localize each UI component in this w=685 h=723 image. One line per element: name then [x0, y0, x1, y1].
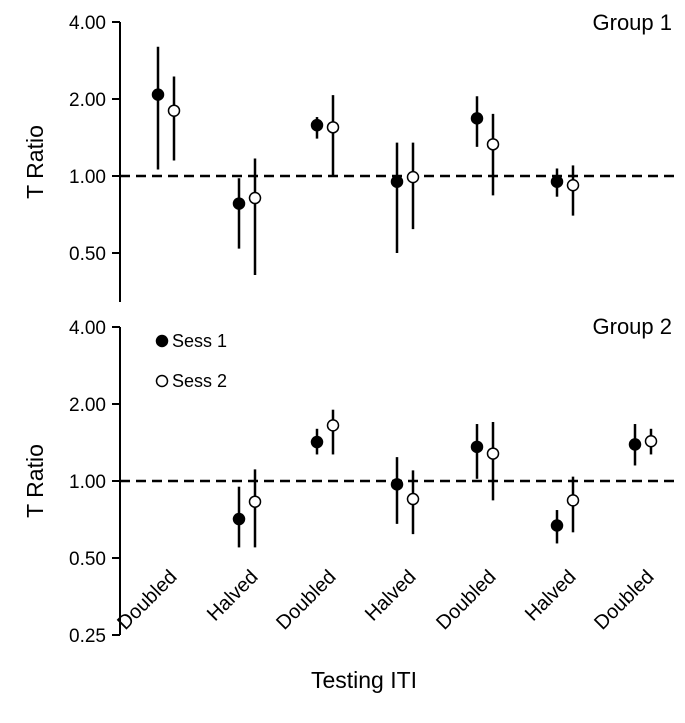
legend-sess-1-label: Sess 1 [172, 331, 227, 351]
panel-1-title: Group 1 [593, 10, 673, 35]
panel-1-sess-2-point [406, 170, 420, 184]
x-category-label: Doubled [113, 566, 181, 634]
panel-2-sess-2-point [406, 492, 420, 506]
panel-2-sess-1-point [310, 435, 324, 449]
x-category-label: Doubled [272, 566, 340, 634]
panel-1-tick-label: 4.00 [69, 13, 106, 34]
panel-1-sess-2-point [326, 121, 340, 134]
panel-1-y-ticks: 4.00 2.00 1.00 0.50 [69, 13, 120, 265]
panel-2-tick-label: 1.00 [69, 472, 106, 493]
panel-2-sess-2-point [248, 495, 262, 508]
panel-1-sess-2-point [248, 191, 262, 205]
panel-2-tick-label: 0.50 [69, 549, 106, 570]
panel-2-data-marks [232, 409, 658, 548]
panel-1-sess-1-point [470, 112, 484, 125]
x-category-label: Doubled [432, 566, 500, 634]
panel-1-sess-2-point [486, 138, 500, 151]
panel-1-sess-1-point [390, 175, 404, 188]
x-category-label: Halved [521, 566, 581, 626]
panel-group-2: 4.00 2.00 1.00 0.50 0.25 T Ratio Group 2 Ses… [22, 314, 675, 647]
panel-group-1: 4.00 2.00 1.00 0.50 T Ratio Group 1 [22, 10, 675, 302]
x-category-label: Halved [361, 566, 421, 626]
panel-2-sess-1-point [628, 438, 642, 451]
panel-1-sess-1-point [232, 197, 246, 210]
panel-1-tick-label: 1.00 [69, 167, 106, 188]
legend-sess-2-label: Sess 2 [172, 371, 227, 391]
panel-2-sess-1-point [550, 519, 564, 532]
panel-1-data-marks [151, 46, 580, 276]
panel-1-sess-1-point [550, 175, 564, 188]
legend-sess-2-marker [155, 374, 169, 388]
panel-2-tick-label: 2.00 [69, 395, 106, 416]
panel-2-tick-label: 4.00 [69, 318, 106, 339]
panel-2-tick-label: 0.25 [69, 626, 106, 647]
panel-1-sess-1-point [310, 118, 324, 132]
panel-2-sess-2-point [486, 447, 500, 460]
x-category-label: Halved [203, 566, 263, 626]
legend-sess-1-marker [155, 334, 169, 348]
panel-2-sess-2-point [644, 435, 658, 448]
panel-2-sess-2-point [566, 494, 580, 507]
panel-2-sess-2-point [326, 419, 340, 432]
panel-2-y-axis-title: T Ratio [22, 444, 48, 518]
panel-1-sess-2-point [167, 104, 181, 117]
panel-1-tick-label: 0.50 [69, 244, 106, 265]
legend: Sess 1 Sess 2 [155, 331, 227, 391]
panel-2-sess-1-point [470, 440, 484, 454]
panel-1-tick-label: 2.00 [69, 90, 106, 111]
panel-2-sess-1-point [232, 512, 246, 526]
panel-2-title: Group 2 [593, 314, 673, 339]
panel-2-y-ticks: 4.00 2.00 1.00 0.50 0.25 [69, 318, 120, 647]
panel-1-y-axis-title: T Ratio [22, 125, 48, 199]
panel-1-sess-1-point [151, 88, 165, 101]
x-axis-title: Testing ITI [311, 667, 417, 693]
x-category-labels: Doubled Halved Doubled Halved Doubled Halved D… [113, 566, 658, 634]
panel-1-sess-2-point [566, 179, 580, 192]
panel-2-sess-1-point [390, 478, 404, 491]
x-category-label: Doubled [590, 566, 658, 634]
